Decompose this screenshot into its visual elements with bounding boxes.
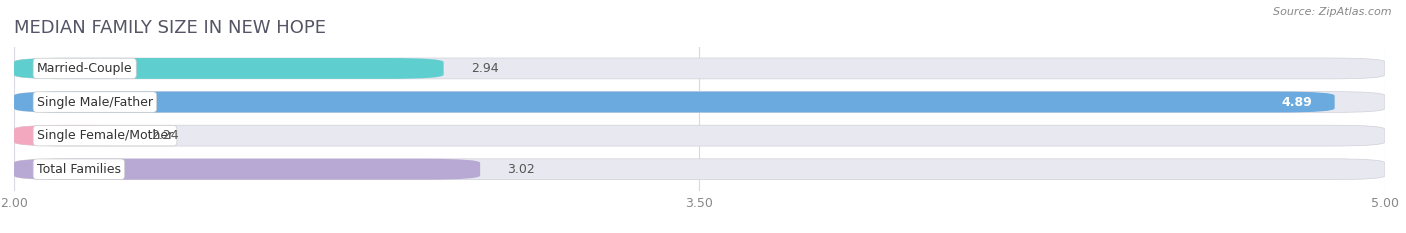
FancyBboxPatch shape [14,159,479,180]
Text: MEDIAN FAMILY SIZE IN NEW HOPE: MEDIAN FAMILY SIZE IN NEW HOPE [14,19,326,37]
Text: 2.94: 2.94 [471,62,499,75]
FancyBboxPatch shape [14,125,124,146]
Text: 3.02: 3.02 [508,163,536,176]
FancyBboxPatch shape [14,92,1334,113]
Text: Total Families: Total Families [37,163,121,176]
Text: 4.89: 4.89 [1281,96,1312,109]
FancyBboxPatch shape [14,125,1385,146]
FancyBboxPatch shape [14,92,1385,113]
Text: Source: ZipAtlas.com: Source: ZipAtlas.com [1274,7,1392,17]
Text: Single Female/Mother: Single Female/Mother [37,129,173,142]
FancyBboxPatch shape [14,58,1385,79]
FancyBboxPatch shape [14,58,444,79]
Text: Single Male/Father: Single Male/Father [37,96,153,109]
Text: Married-Couple: Married-Couple [37,62,132,75]
FancyBboxPatch shape [14,159,1385,180]
Text: 2.24: 2.24 [152,129,179,142]
